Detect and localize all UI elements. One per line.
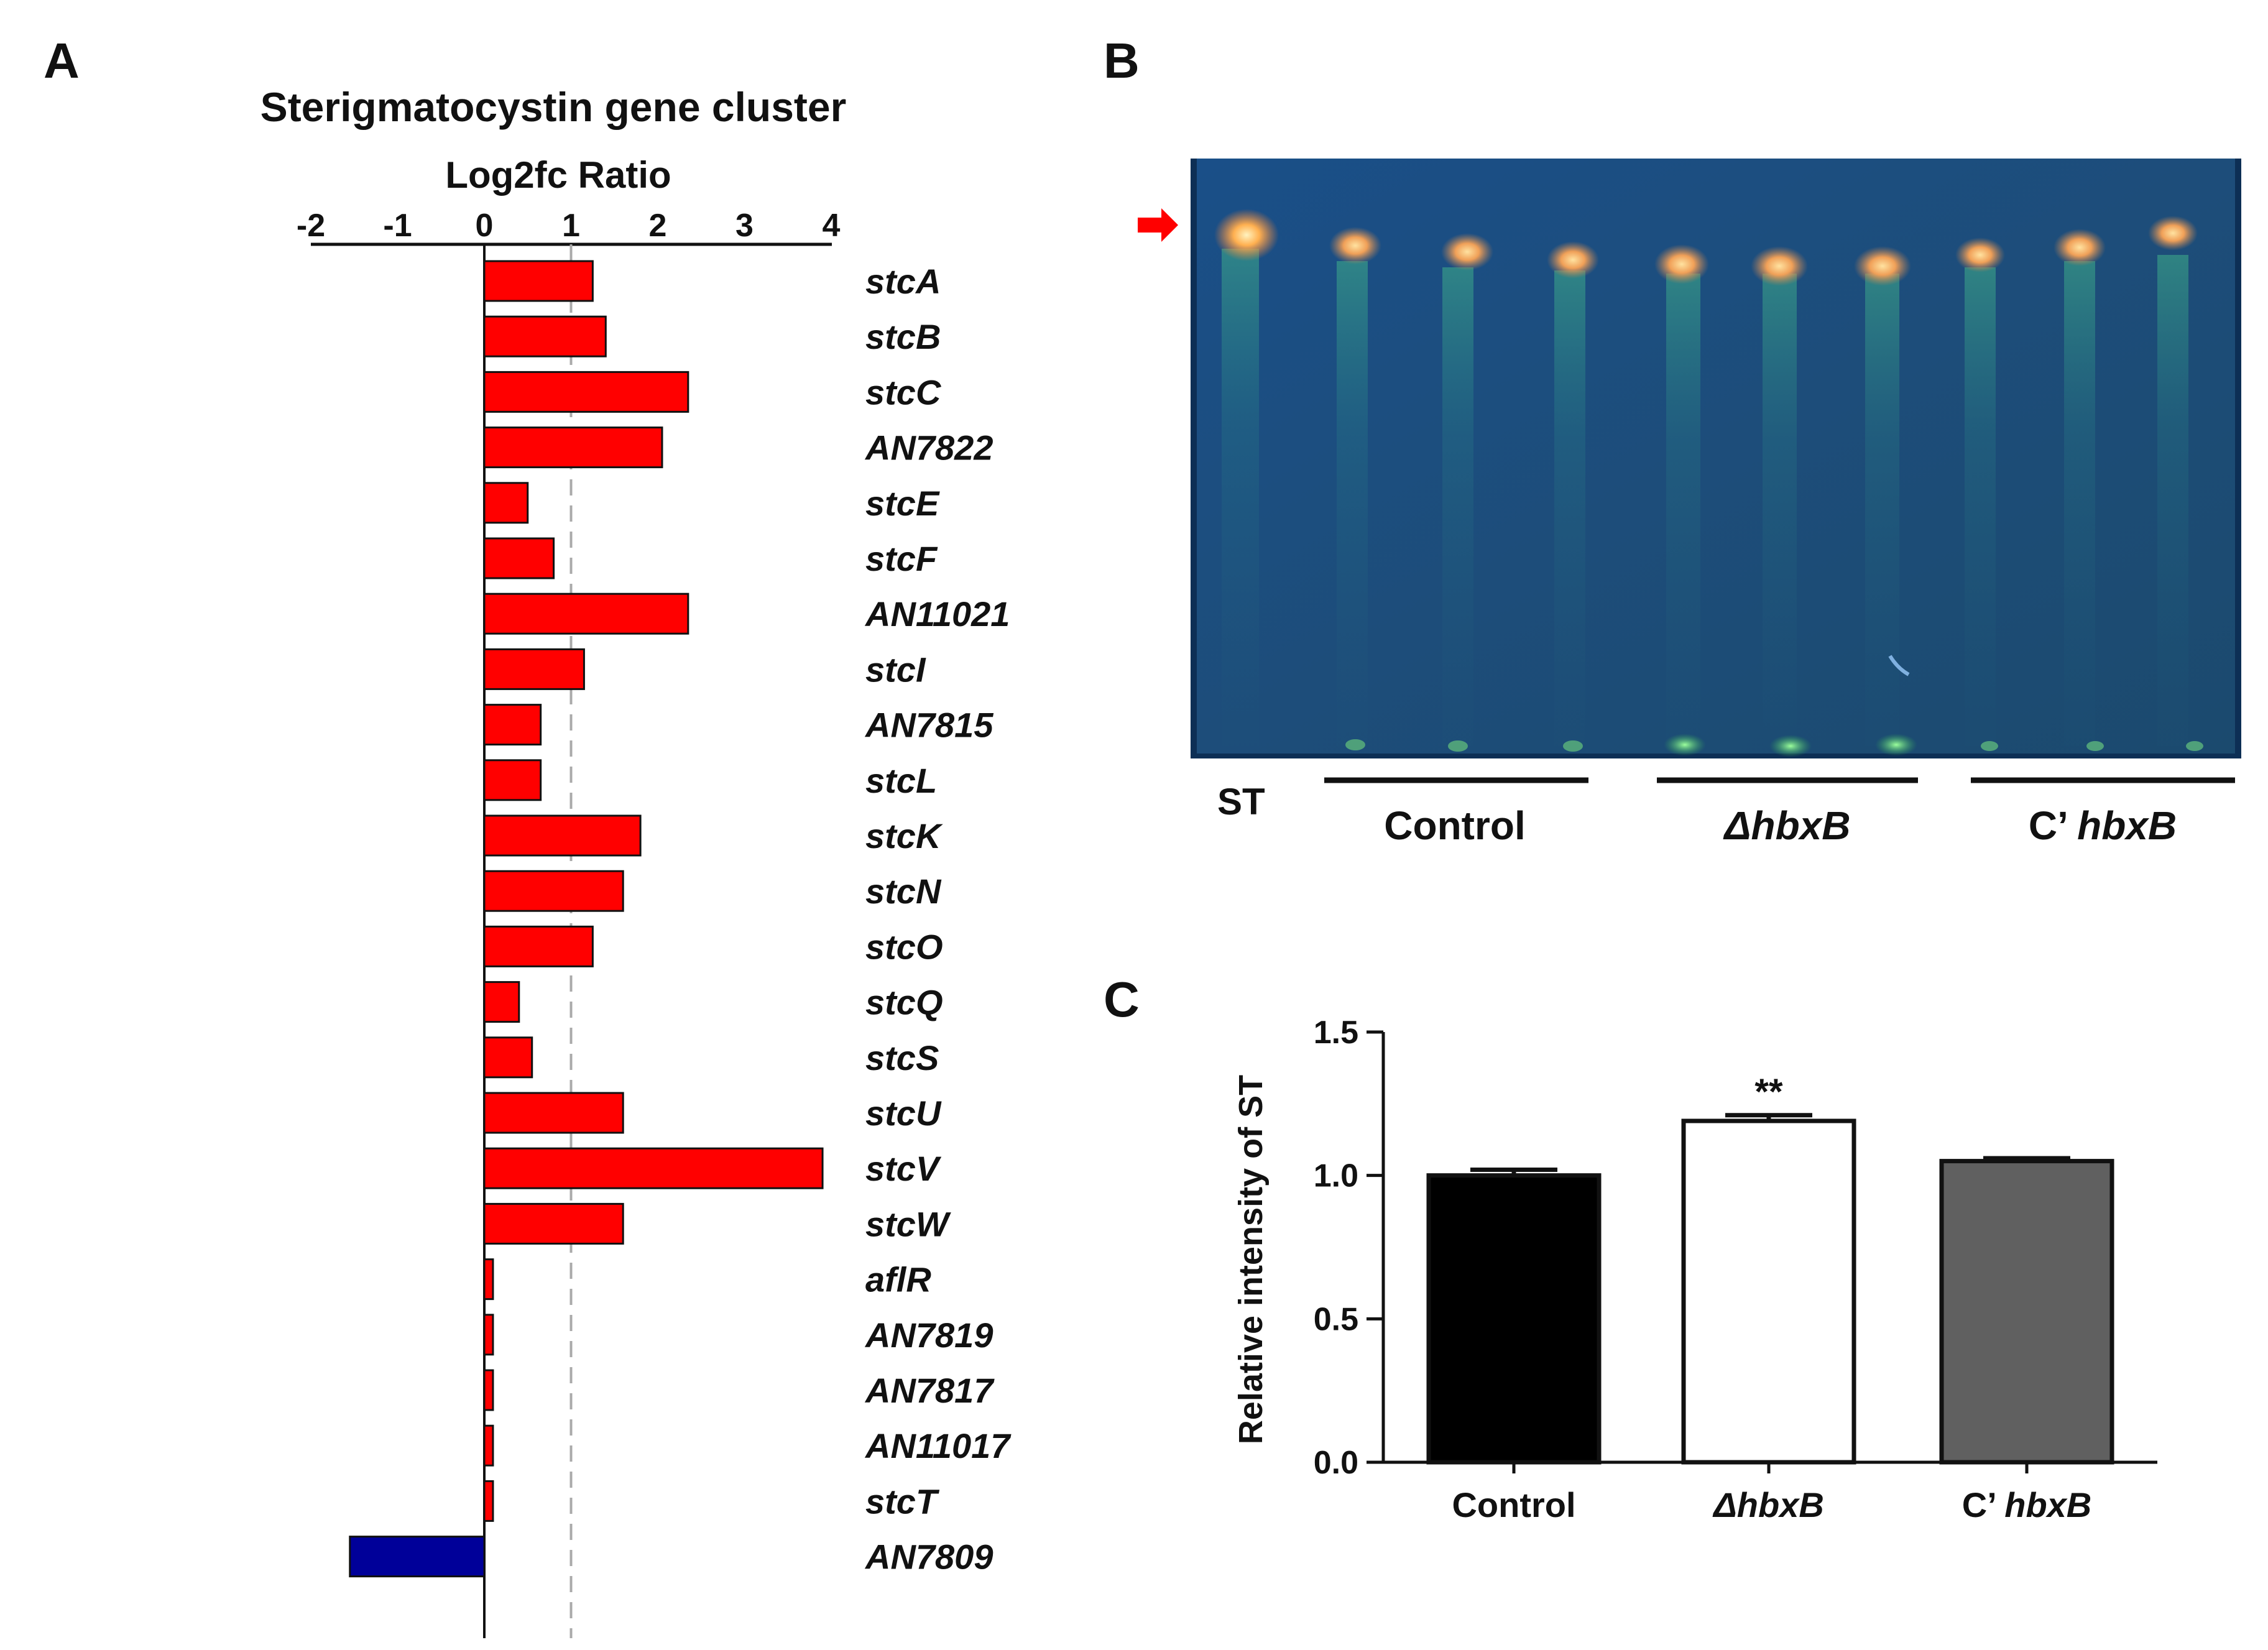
gene-label: stcF (865, 539, 938, 578)
bar-AN11017 (483, 1424, 494, 1467)
bar-AN7819 (483, 1314, 494, 1356)
tlc-plate-panel: ST Control ΔhbxB C’ hbxB (1138, 159, 2241, 848)
st-standard-spot (1214, 209, 1279, 261)
bar-stcT (483, 1480, 494, 1522)
bar-stcB (483, 315, 607, 357)
gene-label: AN11017 (864, 1426, 1012, 1465)
sample-spot (2054, 229, 2106, 266)
bar-stcO (483, 925, 594, 967)
bar-stcA (483, 260, 594, 302)
gene-label: AN7822 (864, 428, 993, 468)
y-tick-label: 0.0 (1314, 1445, 1358, 1481)
bar-AN11021 (483, 592, 689, 635)
gene-label: AN7817 (864, 1371, 995, 1410)
gene-label: stcL (865, 761, 937, 800)
gene-label: stcV (865, 1149, 942, 1188)
log2fc-bar-chart: Sterigmatocystin gene cluster Log2fc Rat… (260, 84, 1012, 1638)
bar-AN7817 (483, 1369, 494, 1411)
gene-label: AN7809 (864, 1537, 993, 1577)
relative-intensity-bar-chart: Relative intensity of ST 0.0 0.5 1.0 1.5 **… (1232, 1015, 2157, 1524)
bar-stcI (483, 648, 585, 690)
x-tick-label: 3 (735, 208, 754, 244)
sample-spot (1547, 241, 1599, 279)
bar-AN7822 (483, 426, 663, 469)
gene-label: stcN (865, 872, 942, 911)
sample-spot (1854, 246, 1911, 286)
bar-AN7815 (483, 704, 542, 746)
sample-spot (1751, 246, 1808, 286)
bar-stcK (483, 814, 642, 857)
x-tick-label: 0 (476, 208, 494, 244)
bar-AN7809 (349, 1536, 486, 1578)
bar-label-control: Control (1452, 1485, 1575, 1524)
gene-label: stcI (865, 650, 926, 689)
gene-label: stcC (865, 372, 942, 412)
bar-stcW (483, 1202, 624, 1245)
gene-label: stcO (865, 927, 943, 966)
gene-label: AN7815 (864, 706, 993, 745)
bar-control (1426, 1173, 1602, 1465)
x-tick-label: -2 (297, 208, 325, 244)
tlc-group-label-mutant: ΔhbxB (1723, 803, 1851, 848)
bar-stcQ (483, 981, 520, 1023)
sample-spot (2148, 216, 2198, 251)
y-tick-label: 0.5 (1314, 1301, 1358, 1337)
gene-label: AN11021 (864, 594, 1010, 634)
bar-stcC (483, 371, 689, 413)
bar-stcU (483, 1092, 624, 1134)
panel-label-a: A (44, 33, 80, 88)
sample-spot (1654, 244, 1709, 284)
bar-aflR (483, 1258, 494, 1301)
sample-spot (1329, 227, 1381, 264)
bar-label-mutant: ΔhbxB (1712, 1485, 1824, 1524)
panel-label-b: B (1104, 33, 1140, 88)
panel-label-c: C (1104, 972, 1140, 1027)
gene-label: AN7819 (864, 1316, 993, 1355)
bar-mutant (1681, 1118, 1856, 1465)
tlc-group-label-control: Control (1384, 803, 1526, 848)
sample-spot (1441, 233, 1493, 270)
bar-label-complement: C’ hbxB (1962, 1485, 2091, 1524)
x-tick-label: 1 (562, 208, 580, 244)
bar-stcV (483, 1147, 824, 1189)
gene-label: stcA (865, 262, 941, 301)
bar-stcL (483, 759, 542, 801)
st-position-arrow-icon (1138, 208, 1178, 242)
gene-label: stcK (865, 816, 943, 855)
y-tick-label: 1.0 (1314, 1158, 1358, 1194)
gene-label: stcE (865, 484, 940, 523)
gene-label: aflR (865, 1260, 931, 1299)
tlc-standard-label: ST (1217, 781, 1265, 823)
bar-stcN (483, 870, 624, 912)
chart-a-title: Sterigmatocystin gene cluster (260, 84, 847, 130)
bar-complement (1939, 1159, 2114, 1465)
gene-label: stcB (865, 317, 941, 356)
x-tick-label: 2 (649, 208, 667, 244)
x-tick-label: -1 (383, 208, 412, 244)
sample-spot (1955, 237, 2005, 272)
gene-label: stcS (865, 1038, 939, 1077)
x-tick-label: 4 (823, 208, 841, 244)
bar-stcF (483, 537, 555, 579)
significance-marker: ** (1754, 1072, 1783, 1112)
bar-stcS (483, 1036, 533, 1079)
chart-a-xlabel: Log2fc Ratio (445, 154, 671, 196)
gene-label: stcT (865, 1482, 940, 1521)
gene-label: stcQ (865, 983, 943, 1022)
tlc-group-label-complement: C’ hbxB (2029, 803, 2177, 848)
bar-stcE (483, 482, 529, 524)
chart-c-ylabel: Relative intensity of ST (1232, 1075, 1270, 1444)
gene-label: stcU (865, 1094, 942, 1133)
y-tick-label: 1.5 (1314, 1015, 1358, 1051)
gene-label: stcW (865, 1204, 951, 1243)
